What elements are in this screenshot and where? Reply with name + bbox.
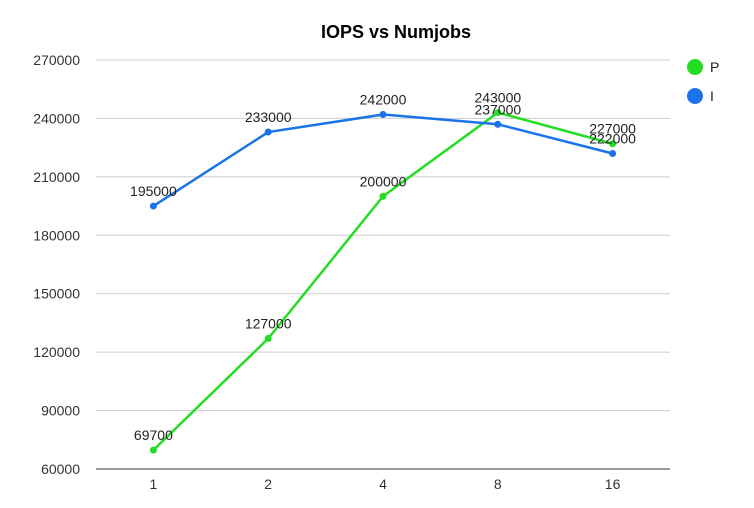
x-tick-label: 4	[379, 476, 387, 492]
legend-item-P: P	[687, 59, 719, 75]
y-tick-label: 120000	[33, 344, 80, 360]
data-point	[609, 140, 617, 148]
x-tick-label: 2	[264, 476, 272, 492]
data-label: 69700	[134, 427, 173, 443]
data-point	[264, 335, 272, 343]
data-label: 200000	[360, 173, 407, 189]
legend: PI	[687, 59, 719, 104]
grid-layer	[96, 59, 670, 470]
data-label: 242000	[360, 92, 407, 108]
data-point	[494, 109, 502, 117]
legend-label: P	[710, 59, 719, 75]
y-tick-label: 60000	[41, 461, 80, 477]
data-label: 227000	[589, 121, 636, 137]
data-label: 222000	[589, 130, 636, 146]
data-label: 127000	[245, 316, 292, 332]
data-label: 237000	[474, 101, 521, 117]
x-tick-label: 1	[150, 476, 158, 492]
data-point	[149, 446, 157, 454]
x-tick-label: 16	[605, 476, 621, 492]
data-label: 233000	[245, 109, 292, 125]
legend-marker	[687, 59, 703, 75]
data-label: 243000	[474, 90, 521, 106]
series-line	[152, 113, 613, 208]
data-label: 195000	[130, 183, 177, 199]
x-axis-ticks: 1 2 4 8 16	[150, 476, 621, 492]
y-tick-label: 180000	[33, 227, 80, 243]
data-point	[149, 202, 157, 210]
y-axis-ticks: 60000 90000 120000 150000 180000 210000 240000…	[33, 52, 80, 477]
data-point	[379, 192, 387, 200]
series-line	[152, 111, 613, 452]
series-P	[149, 109, 617, 454]
data-point	[379, 111, 387, 119]
y-tick-label: 240000	[33, 110, 80, 126]
data-point	[264, 128, 272, 136]
y-tick-label: 90000	[41, 403, 80, 419]
data-labels: 69700 127000 200000 243000 227000 195000 23300…	[130, 90, 636, 444]
legend-item-I: I	[687, 88, 714, 104]
series-layer	[149, 109, 617, 454]
y-tick-label: 270000	[33, 52, 80, 68]
legend-label: I	[710, 88, 714, 104]
x-tick-label: 8	[494, 476, 502, 492]
y-tick-label: 150000	[33, 286, 80, 302]
legend-marker	[687, 88, 703, 104]
data-point	[494, 120, 502, 128]
y-tick-label: 210000	[33, 169, 80, 185]
chart-title: IOPS vs Numjobs	[321, 22, 471, 42]
series-I	[149, 111, 617, 210]
data-point	[609, 149, 617, 157]
